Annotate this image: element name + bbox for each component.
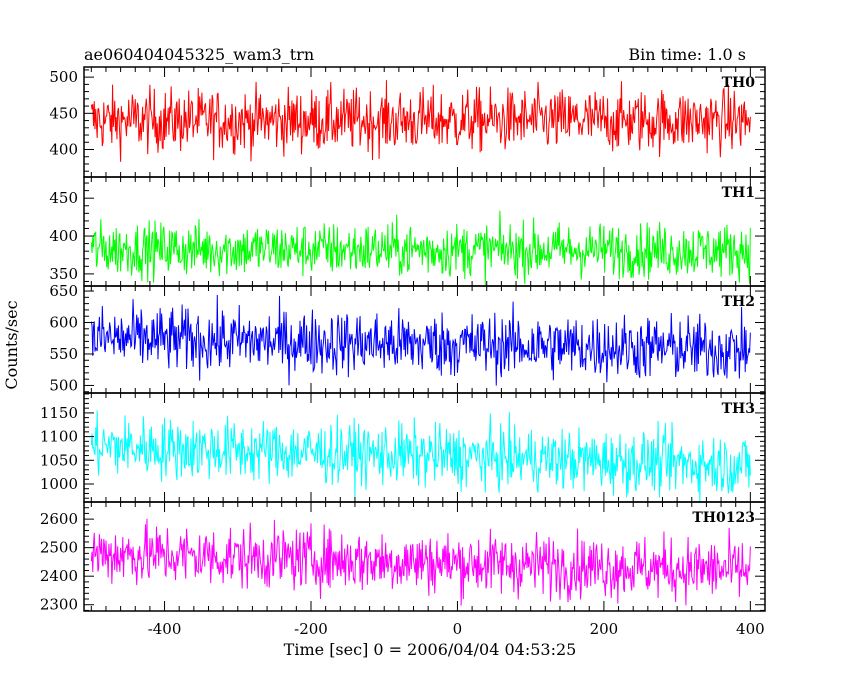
y-axis-label: Counts/sec: [2, 300, 21, 389]
panel-th2: TH2 500 550 600 650: [49, 282, 766, 394]
panel-th0: TH0 400 450 500: [49, 66, 766, 178]
x-tick-label: 400: [736, 620, 765, 638]
y-tick-label: 650: [49, 282, 78, 300]
x-tick-label: 0: [453, 620, 463, 638]
y-tick-label: 2500: [40, 539, 78, 557]
panel-th0123: TH0123 2300 2400 2500 2600 -400 -200 0 200 400: [40, 501, 766, 638]
series-line-th2: [90, 294, 751, 386]
y-tick-label: 500: [49, 68, 78, 86]
y-tick-label: 2600: [40, 510, 78, 528]
panel-frame: [83, 501, 766, 612]
y-tick-label: 450: [49, 104, 78, 122]
y-tick-label: 350: [49, 265, 78, 283]
y-tick-label: 1150: [40, 404, 78, 422]
series-line-th0: [90, 80, 751, 162]
y-tick-label: 2300: [40, 596, 78, 614]
y-tick-label: 550: [49, 345, 78, 363]
y-tick-label: 600: [49, 314, 78, 332]
series-label-th0: TH0: [722, 75, 756, 91]
series-label-th2: TH2: [722, 294, 755, 310]
y-tick-label: 500: [49, 376, 78, 394]
series-label-th1: TH1: [722, 185, 755, 201]
y-tick-label: 450: [49, 189, 78, 207]
panel-th1: TH1 350 400 450: [49, 176, 766, 287]
chart-title: ae060404045325_wam3_trn: [84, 45, 314, 64]
y-tick-label: 1100: [40, 428, 78, 446]
series-line-th0123: [90, 518, 751, 606]
y-tick-label: 1050: [40, 451, 78, 469]
y-tick-label: 400: [49, 141, 78, 159]
x-tick-label: -400: [148, 620, 182, 638]
y-tick-label: 2400: [40, 567, 78, 585]
x-tick-label: -200: [294, 620, 328, 638]
series-line-th1: [90, 210, 751, 286]
x-tick-label: 200: [590, 620, 619, 638]
series-label-th3: TH3: [722, 401, 755, 417]
series-line-th3: [90, 410, 751, 502]
y-tick-label: 400: [49, 227, 78, 245]
chart-subtitle: Bin time: 1.0 s: [628, 45, 746, 64]
panels-group: TH0400450500TH1350400450TH2500550600650T…: [40, 66, 766, 638]
panel-th3: TH3 1000 1050 1100 1150: [40, 392, 766, 503]
series-label-th0123: TH0123: [692, 510, 755, 526]
y-tick-label: 1000: [40, 475, 78, 493]
x-axis-label: Time [sec] 0 = 2006/04/04 04:53:25: [284, 640, 577, 659]
